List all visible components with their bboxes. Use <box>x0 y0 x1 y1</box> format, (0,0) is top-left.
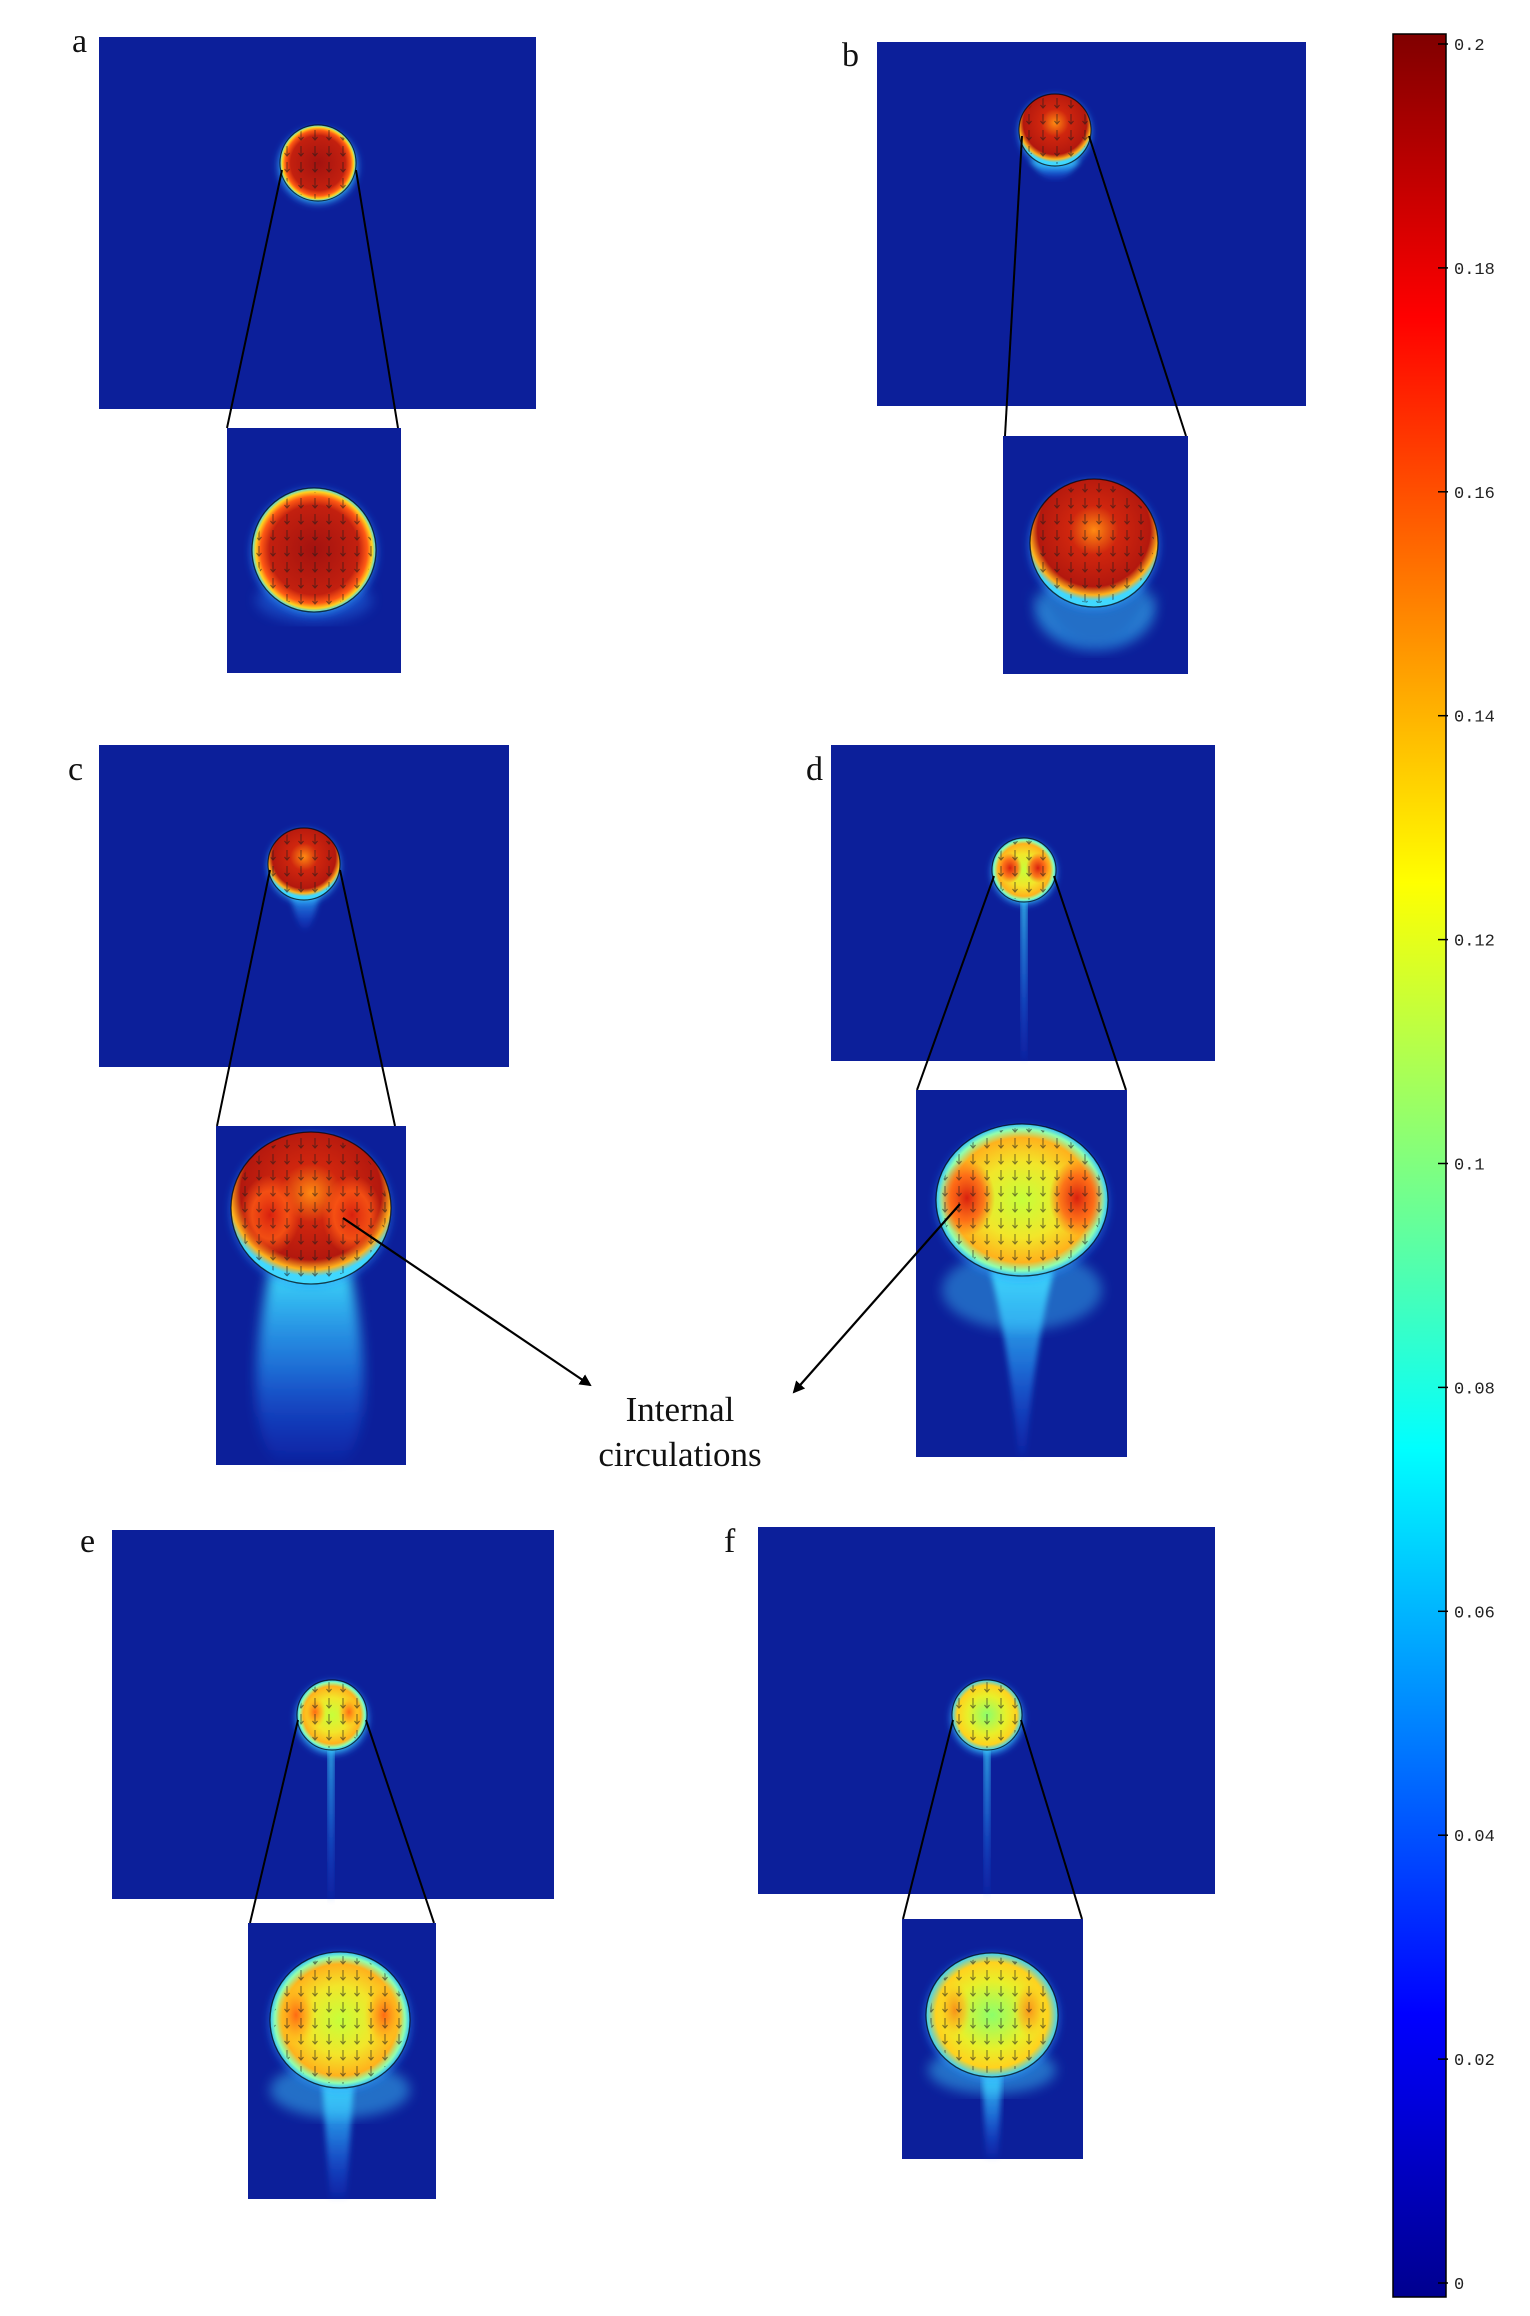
panel-label-e: e <box>80 1523 95 1560</box>
panel-label-b: b <box>842 37 859 74</box>
colorbar-tick-label: 0.08 <box>1454 1380 1495 1399</box>
panel-label-d: d <box>806 751 823 788</box>
panel-f-zoom-line-left <box>902 1719 954 1920</box>
panel-a-field <box>99 37 536 409</box>
annotation-arrow-left <box>342 1217 592 1387</box>
panel-f-zoom-line-right <box>1020 1719 1083 1920</box>
panel-f <box>758 1527 1215 2159</box>
panel-e <box>112 1530 554 2199</box>
colorbar-tick-label: 0.18 <box>1454 261 1495 280</box>
colorbar-tick-label: 0.12 <box>1454 933 1495 952</box>
panel-b-zoom-line-right <box>1088 135 1187 437</box>
panel-label-c: c <box>68 751 83 788</box>
panel-b-field <box>877 42 1306 406</box>
colorbar-ticks: 0.2 0.18 0.16 0.14 0.12 0.1 0.08 0.06 0.04 0.02 0 <box>1438 37 1495 2295</box>
panel-a-zoom-line-right <box>355 169 399 429</box>
colorbar-tick-label: 0.2 <box>1454 37 1485 56</box>
annotation-line-1: Internal <box>626 1390 735 1429</box>
colorbar-tick-label: 0 <box>1454 2276 1464 2295</box>
colorbar-tick-label: 0.02 <box>1454 2052 1495 2071</box>
panel-c-zoom-line-right <box>339 869 396 1127</box>
panel-label-a: a <box>72 23 87 60</box>
panel-d <box>831 745 1215 1457</box>
panel-d-zoom-line-left <box>916 875 995 1091</box>
colorbar-tick-label: 0.16 <box>1454 485 1495 504</box>
internal-circulations-annotation: Internal circulations <box>342 1203 961 1474</box>
panel-b <box>877 42 1306 674</box>
colorbar-tick-label: 0.06 <box>1454 1604 1495 1623</box>
panel-c-zoom-line-left <box>216 869 271 1127</box>
panel-label-f: f <box>724 1523 736 1560</box>
colorbar-tick-label: 0.14 <box>1454 709 1495 728</box>
panel-b-zoom-line-left <box>1004 135 1023 437</box>
annotation-line-2: circulations <box>598 1435 761 1474</box>
panel-e-zoom-line-right <box>365 1719 435 1924</box>
panel-a <box>99 37 536 673</box>
colorbar-tick-label: 0.1 <box>1454 1157 1485 1176</box>
panel-c <box>99 745 509 1465</box>
colorbar: 0.2 0.18 0.16 0.14 0.12 0.1 0.08 0.06 0.04 0.02 0 <box>1392 33 1495 2298</box>
panel-a-zoom-line-left <box>226 169 283 429</box>
panel-d-zoom-line-right <box>1053 875 1127 1091</box>
colorbar-gradient <box>1392 33 1447 2298</box>
panel-e-zoom-line-left <box>249 1719 299 1924</box>
annotation-arrow-right <box>792 1203 961 1394</box>
colorbar-tick-label: 0.04 <box>1454 1828 1495 1847</box>
